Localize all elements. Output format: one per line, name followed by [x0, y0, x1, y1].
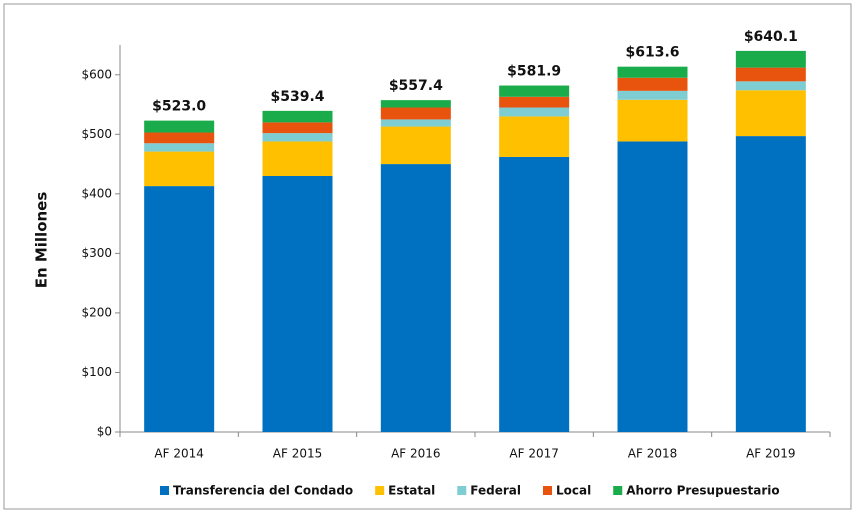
chart-border — [3, 3, 852, 510]
legend-swatch — [375, 486, 385, 495]
x-tick-label: AF 2016 — [391, 447, 440, 461]
bar-segment — [735, 136, 806, 432]
bar-segment — [499, 156, 570, 432]
legend-label: Local — [556, 484, 591, 498]
bar-segment — [735, 90, 806, 137]
bar-segment — [262, 141, 333, 176]
bar-segment — [144, 132, 215, 144]
bar-segment — [617, 77, 688, 91]
bar-segment — [735, 81, 806, 91]
y-tick-label: $500 — [81, 127, 112, 141]
bar-segment — [499, 107, 570, 117]
total-label: $539.4 — [270, 89, 324, 105]
bar-segment — [380, 126, 451, 165]
bar-segment — [380, 100, 451, 108]
bar-segment — [617, 99, 688, 142]
y-tick-label: $400 — [81, 186, 112, 200]
bar-segment — [380, 119, 451, 127]
bar-segment — [144, 120, 215, 133]
bar-segment — [499, 116, 570, 157]
bar-segment — [617, 66, 688, 78]
bar-segment — [262, 122, 333, 134]
legend-label: Ahorro Presupuestario — [626, 484, 779, 498]
legend-swatch — [457, 486, 467, 495]
total-label: $557.4 — [389, 78, 443, 94]
x-tick-label: AF 2018 — [628, 447, 677, 461]
legend-label: Transferencia del Condado — [173, 484, 353, 498]
bar-segment — [262, 110, 333, 123]
bar-segment — [380, 164, 451, 433]
x-tick-label: AF 2014 — [154, 447, 203, 461]
bar-segment — [380, 107, 451, 120]
legend-label: Estatal — [388, 484, 435, 498]
legend-swatch — [543, 486, 553, 495]
bar-segment — [617, 90, 688, 100]
y-tick-label: $200 — [81, 305, 112, 319]
total-label: $523.0 — [152, 99, 206, 115]
bar-segment — [144, 151, 215, 187]
y-tick-label: $100 — [81, 365, 112, 379]
x-tick-label: AF 2015 — [273, 447, 322, 461]
x-tick-label: AF 2019 — [746, 447, 795, 461]
total-label: $640.1 — [744, 29, 798, 45]
bar-segment — [262, 175, 333, 432]
legend-swatch — [613, 486, 623, 495]
bar-segment — [144, 143, 215, 152]
total-label: $581.9 — [507, 64, 561, 80]
bar-segment — [262, 133, 333, 142]
total-label: $613.6 — [625, 45, 679, 61]
y-tick-label: $0 — [97, 425, 112, 439]
y-axis-label: En Millones — [33, 192, 51, 289]
y-tick-label: $600 — [81, 67, 112, 81]
bar-segment — [617, 141, 688, 432]
bar-segment — [499, 85, 570, 97]
legend-label: Federal — [470, 484, 521, 498]
bar-segment — [735, 50, 806, 68]
x-tick-label: AF 2017 — [509, 447, 558, 461]
bar-segment — [735, 67, 806, 82]
y-tick-label: $300 — [81, 246, 112, 260]
bar-segment — [144, 186, 215, 432]
legend-swatch — [160, 486, 169, 495]
bar-segment — [499, 96, 570, 108]
